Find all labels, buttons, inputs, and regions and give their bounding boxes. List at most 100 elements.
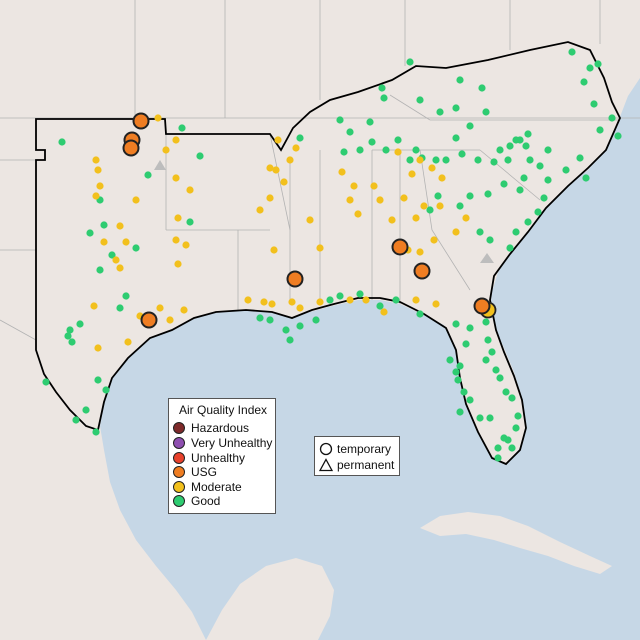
site-good [576,154,584,162]
state-border [269,133,291,231]
site-good [466,192,474,200]
site-markers [42,48,622,462]
site-good [416,310,424,318]
legend-item-moderate: Moderate [173,480,242,494]
site-moderate [268,300,276,308]
site-good [608,114,616,122]
legend-item-unhealthy: Unhealthy [173,451,245,465]
site-good [442,156,450,164]
site-good [452,104,460,112]
site-moderate [174,214,182,222]
site-moderate [370,182,378,190]
site-good [590,100,598,108]
site-good [484,336,492,344]
site-good [466,396,474,404]
site-moderate [376,196,384,204]
state-border [419,149,471,291]
land-cuba [420,512,612,574]
site-good [296,134,304,142]
site-good [544,176,552,184]
site-good [490,158,498,166]
site-moderate [90,302,98,310]
site-usg [140,311,158,329]
site-good [544,146,552,154]
site-good [436,108,444,116]
site-good [116,304,124,312]
site-moderate [408,170,416,178]
site-moderate [428,164,436,172]
site-good [586,64,594,72]
site-moderate [270,246,278,254]
site-good [614,132,622,140]
site-moderate [172,174,180,182]
site-good [122,292,130,300]
site-good [526,156,534,164]
site-moderate [92,156,100,164]
site-good [102,386,110,394]
permanent-site-triangle [154,160,166,170]
site-good [144,171,152,179]
site-good [458,150,466,158]
site-good [186,218,194,226]
legend-label: Unhealthy [191,451,246,465]
site-moderate [292,144,300,152]
site-moderate [316,244,324,252]
site-moderate [436,202,444,210]
site-good [516,186,524,194]
triangle-icon [319,457,333,471]
site-moderate [288,298,296,306]
legend-label: Hazardous [191,421,250,435]
site-moderate [94,166,102,174]
site-good [426,206,434,214]
site-usg [122,139,140,157]
site-good [478,84,486,92]
site-type-legend: temporary permanent [314,436,400,476]
moderate-swatch [173,481,185,493]
site-moderate [338,168,346,176]
legend-item-very-unhealthy: Very Unhealthy [173,436,272,450]
legend-item-usg: USG [173,465,217,479]
site-moderate [346,196,354,204]
site-moderate [430,236,438,244]
site-good [356,146,364,154]
site-moderate [280,178,288,186]
site-good [368,138,376,146]
site-good [524,130,532,138]
site-moderate [316,298,324,306]
land-yucatan [206,558,334,640]
site-good [456,76,464,84]
site-moderate [122,238,130,246]
site-good [76,320,84,328]
site-good [508,394,516,402]
site-moderate [412,296,420,304]
hazardous-swatch [173,422,185,434]
site-good [446,356,454,364]
site-moderate [438,174,446,182]
site-moderate [166,316,174,324]
permanent-site-triangle [480,253,494,263]
site-usg [413,262,431,280]
site-good [382,146,390,154]
site-good [562,166,570,174]
site-moderate [416,156,424,164]
legend-item-hazardous: Hazardous [173,421,249,435]
site-good [594,60,602,68]
site-moderate [116,222,124,230]
site-good [86,229,94,237]
state-border [0,319,37,341]
site-good [512,136,520,144]
legend-label: permanent [337,457,395,472]
site-good [512,228,520,236]
site-good [494,454,502,462]
site-good [416,96,424,104]
site-good [92,428,100,436]
site-good [312,316,320,324]
site-good [512,424,520,432]
site-good [286,336,294,344]
site-good [108,251,116,259]
site-good [82,406,90,414]
site-good [454,376,462,384]
site-good [380,94,388,102]
site-good [456,362,464,370]
